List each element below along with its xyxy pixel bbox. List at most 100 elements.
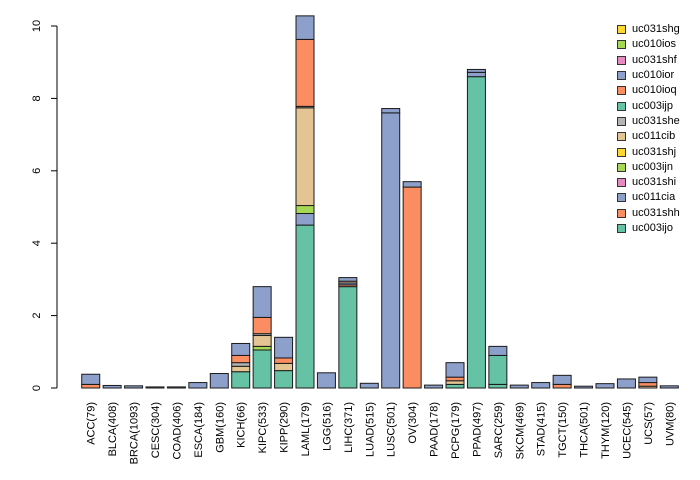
bar-segment-8-uc010ioq [252, 316, 272, 335]
x-tick-label-17: PCPG(179) [450, 402, 462, 459]
x-tick-label-8: KIPC(533) [257, 402, 269, 453]
legend-item-uc031shj: uc031shj [617, 144, 680, 159]
x-tick-label-13: LUAD(515) [364, 402, 376, 457]
x-tick-label-1: BLCA(408) [107, 402, 119, 456]
bar-segment-19-uc003ijo [488, 383, 508, 389]
legend-label: uc011cia [632, 191, 676, 204]
bar-segment-6-uc010ior [209, 373, 229, 389]
legend-item-uc010ioq: uc010ioq [617, 83, 680, 98]
bar-segment-7-uc010ioq [231, 354, 251, 364]
x-tick-label-4: COAD(406) [171, 402, 183, 459]
bar-stack-19 [488, 345, 508, 389]
bar-stack-21 [531, 382, 551, 389]
legend-item-uc031shg: uc031shg [617, 22, 680, 37]
bar-stack-11 [316, 372, 336, 389]
bar-stack-22 [552, 374, 572, 389]
bar-stack-23 [574, 385, 594, 389]
bar-segment-17-uc010ior [445, 362, 465, 378]
bar-stack-26 [638, 376, 658, 389]
legend-label: uc010ios [632, 38, 677, 51]
legend-swatch [617, 162, 626, 172]
legend-label: uc010ioq [632, 84, 677, 97]
x-tick-label-20: SKCM(469) [514, 402, 526, 459]
bar-stack-16 [424, 384, 444, 389]
legend-item-uc011cib: uc011cib [617, 129, 680, 144]
x-tick-label-9: KIPP(290) [279, 402, 291, 453]
bar-segment-13-uc010ior [359, 382, 379, 389]
bar-stack-25 [616, 378, 636, 389]
bar-segment-9-uc011cib [274, 362, 294, 372]
legend-item-uc031shh: uc031shh [617, 206, 680, 221]
bar-stack-27 [659, 385, 679, 389]
x-tick-label-27: UVM(80) [664, 402, 676, 446]
legend-swatch [617, 193, 626, 203]
legend-swatch [617, 132, 626, 142]
legend-label: uc010ior [632, 69, 675, 82]
legend-swatch [617, 224, 626, 233]
y-tick-label-5: 10 [31, 20, 43, 32]
bar-segment-15-uc031shh [402, 186, 422, 389]
legend-swatch [617, 71, 626, 81]
bar-segment-10-uc011cia [295, 213, 315, 226]
x-tick-label-10: LAML(179) [300, 402, 312, 456]
bar-stack-8 [252, 286, 272, 389]
bar-segment-19-uc003ijp [488, 354, 508, 385]
bar-segment-18-uc010ior [466, 68, 486, 73]
bar-segment-7-uc011cib [231, 365, 251, 373]
bar-segment-10-uc010ior [295, 15, 315, 40]
bar-stack-17 [445, 362, 465, 389]
legend-item-uc011cia: uc011cia [617, 190, 680, 205]
bar-segment-19-uc010ior [488, 345, 508, 356]
legend-item-uc010ior: uc010ior [617, 68, 680, 83]
bar-stack-18 [466, 68, 486, 389]
y-tick-label-0: 0 [31, 385, 43, 391]
legend-label: uc031she [632, 114, 680, 127]
bar-stack-10 [295, 15, 315, 389]
x-tick-label-7: KICH(66) [236, 402, 248, 448]
legend-label: uc031shh [632, 206, 680, 219]
bar-segment-8-uc003ijn [252, 345, 272, 351]
bar-segment-21-uc010ior [531, 382, 551, 389]
legend-label: uc031shf [632, 53, 677, 66]
legend-swatch [617, 208, 626, 218]
bar-segment-0-uc010ior [81, 373, 101, 385]
bars [81, 15, 679, 389]
legend-item-uc003ijo: uc003ijo [617, 221, 680, 236]
bar-segment-9-uc010ior [274, 336, 294, 359]
bar-segment-10-uc010ioq [295, 38, 315, 107]
x-tick-label-23: THCA(501) [579, 402, 591, 458]
legend-label: uc031shg [632, 23, 680, 36]
x-tick-label-25: UCEC(545) [621, 402, 633, 459]
bar-segment-12-uc003ijo [338, 286, 358, 389]
bar-segment-8-uc003ijo [252, 349, 272, 389]
bar-segment-7-uc010ior [231, 342, 251, 356]
legend-swatch [617, 40, 626, 50]
x-tick-label-19: SARC(259) [493, 402, 505, 458]
bar-stack-24 [595, 383, 615, 389]
bar-segment-10-uc011cib [295, 107, 315, 207]
bar-stack-15 [402, 181, 422, 389]
bar-segment-14-uc010ior [381, 108, 401, 114]
bar-segment-24-uc010ior [595, 383, 615, 389]
legend-label: uc031shi [632, 176, 677, 189]
x-tick-label-14: LUSC(501) [386, 402, 398, 457]
bar-stack-5 [188, 382, 208, 389]
bar-stack-13 [359, 382, 379, 389]
bar-segment-14-uc011cia [381, 112, 401, 389]
bar-stack-1 [102, 384, 122, 389]
bar-segment-26-uc010ior [638, 376, 658, 384]
bar-segment-15-uc011cia [402, 181, 422, 188]
legend: uc031shg uc010ios uc031shf uc010ior uc010ioq… [617, 22, 680, 236]
x-tick-label-18: PPAD(497) [471, 402, 483, 457]
y-tick-label-2: 4 [31, 240, 43, 246]
legend-item-uc031shi: uc031shi [617, 175, 680, 190]
y-tick-label-3: 6 [31, 168, 43, 174]
x-tick-label-6: GBM(160) [214, 402, 226, 453]
x-tick-label-11: LGG(516) [321, 402, 333, 451]
bar-segment-18-uc011cia [466, 71, 486, 78]
x-tick-label-0: ACC(79) [86, 402, 98, 445]
bar-segment-11-uc010ior [316, 372, 336, 389]
bar-segment-9-uc010ioq [274, 357, 294, 364]
x-tick-label-2: BRCA(1093) [129, 402, 141, 464]
